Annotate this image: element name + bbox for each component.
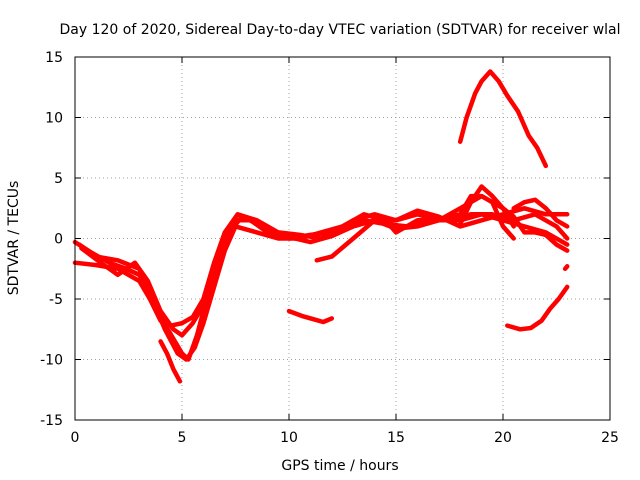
x-tick-label: 5 <box>178 430 187 446</box>
tick-labels: 0 5 10 15 20 25 -15 -10 -5 0 5 10 15 <box>40 50 619 446</box>
x-axis-label: GPS time / hours <box>281 458 398 474</box>
series-line-track-8 <box>457 69 549 169</box>
x-tick-label: 10 <box>280 430 298 446</box>
chart-title: Day 120 of 2020, Sidereal Day-to-day VTE… <box>59 22 620 38</box>
grid <box>75 57 610 420</box>
series-line-track-3 <box>77 212 570 362</box>
y-axis-label: SDTVAR / TECUs <box>6 181 22 296</box>
series-line-track-4 <box>79 206 570 338</box>
x-tick-label: 15 <box>387 430 405 446</box>
y-tick-label: -10 <box>40 353 63 369</box>
series-line-track-6 <box>511 197 570 229</box>
plot-frame <box>74 56 611 421</box>
series-line-track-5 <box>314 193 516 263</box>
series-line-track-10 <box>505 284 570 332</box>
series-line-track-12 <box>158 339 183 384</box>
series-layer <box>72 69 570 384</box>
series-line-track-7 <box>457 184 570 253</box>
y-tick-label: -15 <box>40 413 63 429</box>
x-tick-label: 25 <box>601 430 619 446</box>
y-tick-label: 0 <box>54 232 63 248</box>
y-tick-label: 15 <box>45 50 63 66</box>
x-tick-label: 0 <box>71 430 80 446</box>
series-line-track-9 <box>286 308 335 325</box>
x-tick-label: 20 <box>494 430 512 446</box>
y-tick-label: -5 <box>49 292 63 308</box>
series-line-track-11 <box>562 264 570 272</box>
y-tick-label: 10 <box>45 111 63 127</box>
y-tick-label: 5 <box>54 171 63 187</box>
